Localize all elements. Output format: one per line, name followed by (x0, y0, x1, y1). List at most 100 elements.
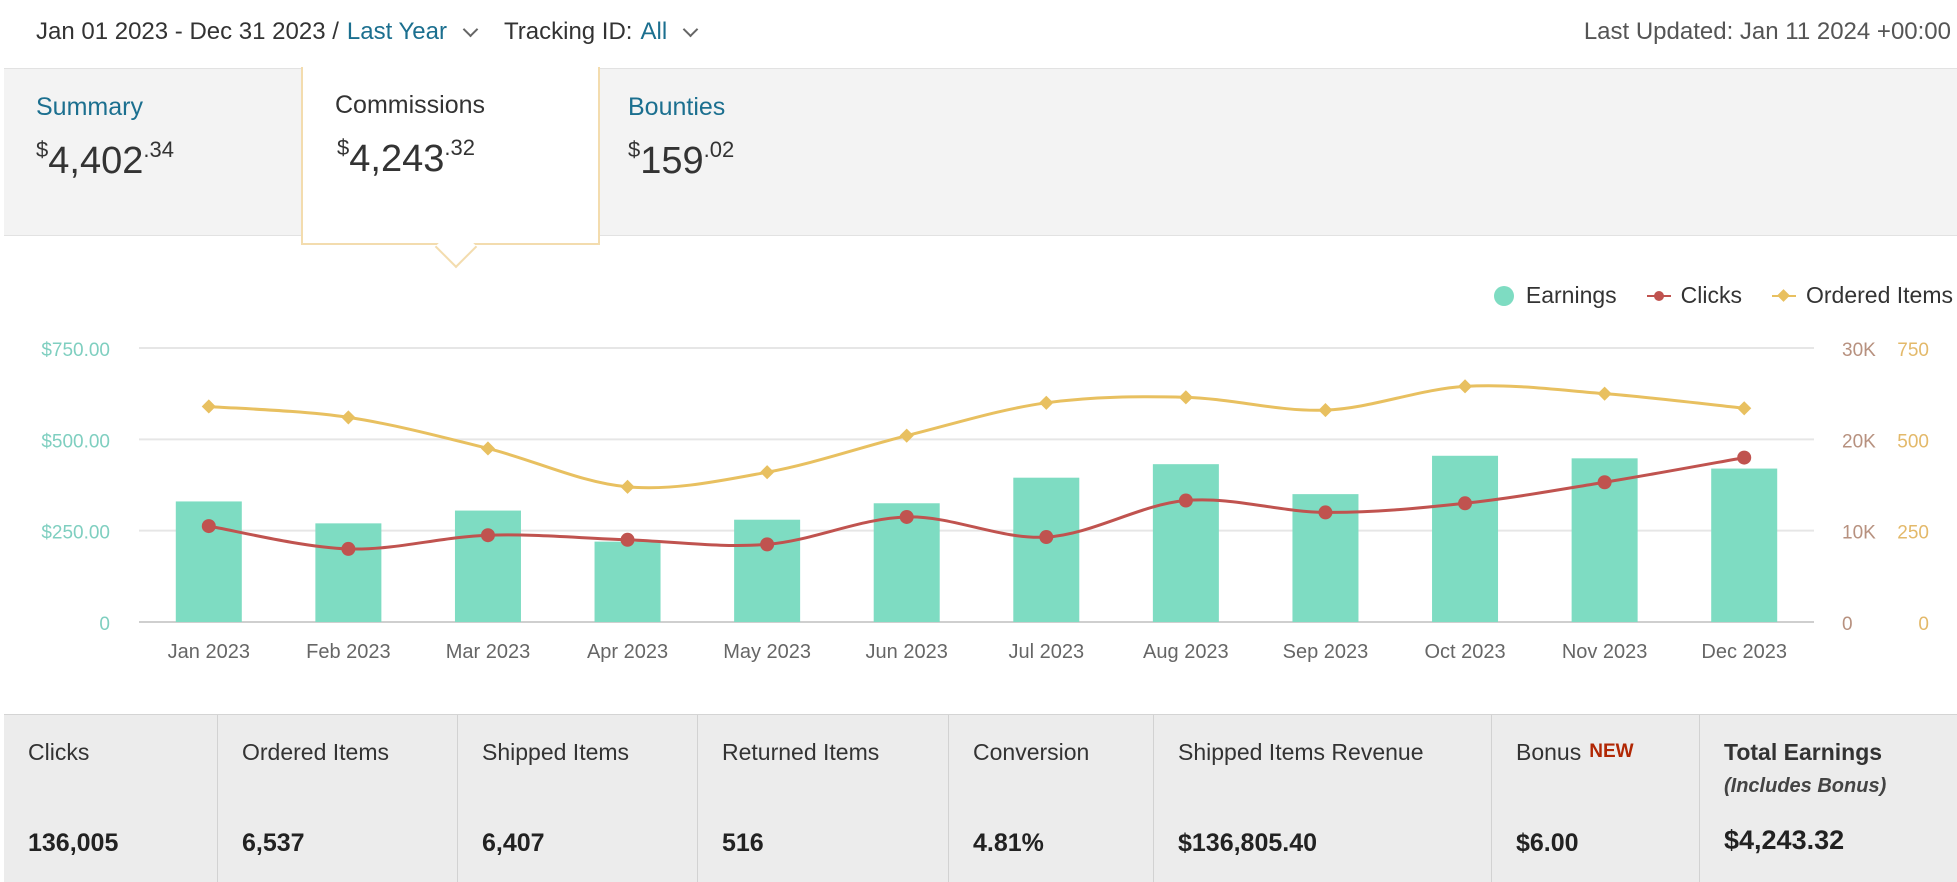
filter-bar: Jan 01 2023 - Dec 31 2023 / Last Year Tr… (0, 0, 1957, 68)
tracking-id-value[interactable]: All (640, 18, 668, 45)
stat-value: 6,407 (482, 829, 545, 857)
tab-bounties[interactable]: Bounties $159.02 (628, 69, 888, 237)
ordered-items-line (208, 384, 1745, 490)
x-axis-tick: Jul 2023 (1008, 641, 1084, 663)
legend-ordered-items[interactable]: Ordered Items (1772, 282, 1953, 309)
stat-value: 516 (722, 829, 764, 857)
x-axis-tick: Apr 2023 (587, 641, 668, 663)
stat-ordered-items: Ordered Items 6,537 (218, 715, 458, 882)
new-badge: NEW (1589, 741, 1634, 762)
clicks-line (208, 456, 1745, 551)
earnings-chart: 0 0 0 $250.00 10K 250 $500.00 20K 500 $750.00 30K 7… (4, 236, 1957, 714)
chart-svg: 0 0 0 $250.00 10K 250 $500.00 20K 500 $750.00 30K 7… (41, 340, 1929, 663)
ordered-items-point (760, 465, 775, 480)
stat-returned-items: Returned Items 516 (698, 715, 949, 882)
stat-label: Bonus NEW (1516, 739, 1634, 765)
date-range-filter[interactable]: Jan 01 2023 - Dec 31 2023 / Last Year (36, 18, 479, 46)
stat-bonus: Bonus NEW $6.00 (1492, 715, 1700, 882)
legend-earnings[interactable]: Earnings (1493, 282, 1617, 309)
chevron-down-icon[interactable] (462, 21, 479, 37)
clicks-point (620, 532, 635, 547)
x-axis-tick: May 2023 (723, 641, 811, 663)
legend-earnings-label: Earnings (1525, 282, 1617, 308)
ordered-items-point (1597, 386, 1612, 401)
ordered-items-point (341, 410, 356, 425)
y-axis-items-tick: 750 (1897, 340, 1929, 361)
earnings-bar (315, 523, 382, 622)
stat-value: 4.81% (973, 829, 1044, 857)
x-axis-tick: Sep 2023 (1283, 641, 1369, 663)
legend-ordered-items-label: Ordered Items (1806, 282, 1953, 308)
earnings-bar (1152, 464, 1219, 622)
clicks-point (1458, 496, 1473, 511)
tab-summary-label: Summary (36, 93, 143, 121)
ordered-items-point (620, 479, 635, 494)
stat-value: $4,243.32 (1724, 825, 1845, 855)
clicks-point (1318, 505, 1333, 520)
ordered-items-point (1318, 403, 1333, 418)
ordered-items-point (899, 428, 914, 443)
earnings-bar (1432, 455, 1499, 622)
y-axis-items-tick: 250 (1897, 523, 1929, 544)
stat-sub-label: (Includes Bonus) (1724, 775, 1887, 797)
ordered-items-point (1178, 390, 1193, 405)
y-axis-clicks-tick: 0 (1842, 614, 1853, 635)
date-range-text: Jan 01 2023 - Dec 31 2023 / (36, 18, 339, 45)
clicks-line-icon (1646, 289, 1671, 303)
last-updated-text: Last Updated: Jan 11 2024 +00:00 (1583, 18, 1951, 45)
tracking-id-label: Tracking ID: (504, 18, 633, 45)
stat-label: Returned Items (722, 739, 880, 765)
legend-clicks-label: Clicks (1680, 282, 1742, 308)
tab-commissions[interactable]: Commissions $4,243.32 (301, 67, 600, 269)
tab-commissions-label: Commissions (335, 91, 486, 119)
x-axis-tick: Jun 2023 (866, 641, 948, 663)
date-preset-link[interactable]: Last Year (346, 18, 447, 45)
chevron-down-icon[interactable] (682, 21, 699, 37)
x-axis-tick: Oct 2023 (1424, 641, 1505, 663)
stat-clicks: Clicks 136,005 (4, 715, 218, 882)
stat-label: Shipped Items (482, 739, 630, 765)
stat-label: Shipped Items Revenue (1178, 739, 1424, 765)
tab-summary[interactable]: Summary $4,402.34 (36, 69, 296, 237)
earnings-bar (454, 510, 521, 622)
earnings-tabs: Summary $4,402.34 Commissions $4,243.32 … (4, 67, 1957, 269)
clicks-point (201, 519, 216, 534)
tab-bounties-amount: $159.02 (628, 137, 735, 182)
tab-summary-amount: $4,402.34 (36, 137, 174, 182)
earnings-bar (734, 519, 801, 622)
ordered-items-point (1737, 401, 1752, 416)
x-axis-tick: Nov 2023 (1562, 641, 1648, 663)
y-axis-items-tick: 0 (1918, 614, 1929, 635)
clicks-point (760, 537, 775, 552)
stat-value: $6.00 (1516, 829, 1579, 857)
clicks-point (899, 509, 914, 524)
earnings-bar (1711, 468, 1778, 622)
stat-value: 6,537 (242, 829, 305, 857)
ordered-items-point (1457, 379, 1473, 394)
earnings-bar (594, 541, 661, 622)
clicks-point (1039, 530, 1054, 545)
ordered-items-line-icon (1772, 289, 1796, 303)
tracking-id-filter[interactable]: Tracking ID: All (504, 18, 699, 46)
clicks-point (1737, 450, 1752, 465)
x-axis-tick: Feb 2023 (306, 641, 391, 663)
stat-total-earnings: Total Earnings (Includes Bonus) $4,243.3… (1700, 715, 1957, 882)
chart-legend: Earnings Clicks Ordered Items (1493, 282, 1953, 309)
stat-conversion: Conversion 4.81% (949, 715, 1154, 882)
x-axis-tick: Mar 2023 (446, 641, 531, 663)
stat-label: Clicks (28, 739, 90, 765)
y-axis-left-tick: $500.00 (41, 431, 110, 452)
y-axis-clicks-tick: 10K (1842, 523, 1876, 544)
ordered-items-point (201, 399, 216, 414)
y-axis-left-tick: $750.00 (41, 340, 110, 361)
clicks-point (341, 541, 356, 556)
legend-clicks[interactable]: Clicks (1646, 282, 1742, 309)
stat-shipped-items: Shipped Items 6,407 (458, 715, 698, 882)
ordered-items-point (480, 441, 496, 456)
y-axis-left-tick: $250.00 (41, 523, 110, 544)
y-axis-clicks-tick: 20K (1842, 431, 1876, 452)
stat-label: Conversion (973, 739, 1090, 765)
y-axis-left-tick: 0 (99, 614, 110, 635)
earnings-dot-icon (1493, 285, 1514, 306)
earnings-bar (1013, 477, 1080, 622)
